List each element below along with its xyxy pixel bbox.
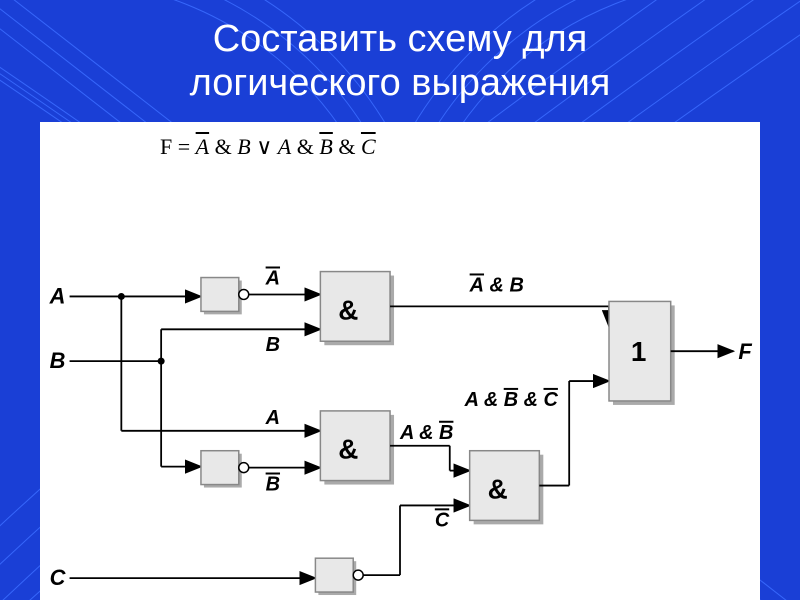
and-gate-3-symbol: & (488, 473, 508, 504)
input-A-label: A (49, 283, 66, 308)
wire-label-notC: C (435, 509, 450, 531)
and-gate-2-symbol: & (338, 434, 358, 465)
not-gate-C (315, 558, 353, 592)
not-gate-B (201, 451, 239, 485)
formula: F = A & B ∨ A & B & C (40, 134, 760, 160)
logic-diagram: A B C (40, 182, 760, 600)
output-F-label: F (738, 339, 752, 364)
slide-title: Составить схему для логического выражени… (0, 18, 800, 105)
input-C-label: C (50, 565, 67, 590)
wire-label-notB: B (266, 474, 280, 496)
not-gate-A (201, 278, 239, 312)
title-line-2: логического выражения (190, 62, 611, 104)
content-panel: F = A & B ∨ A & B & C A B C (40, 122, 760, 600)
title-line-1: Составить схему для (213, 18, 588, 60)
and-gate-1-symbol: & (338, 294, 358, 325)
wire-label-and3-out: A & B & C (464, 389, 559, 411)
or-gate-symbol: 1 (631, 336, 647, 367)
input-B-label: B (50, 348, 66, 373)
wire-label-and2-out: A & B (399, 422, 453, 444)
wire-label-B: B (266, 334, 280, 356)
wire-label-A: A (265, 407, 280, 429)
wire-label-and1-out: A & B (469, 274, 524, 296)
wire-label-notA: A (265, 268, 280, 290)
